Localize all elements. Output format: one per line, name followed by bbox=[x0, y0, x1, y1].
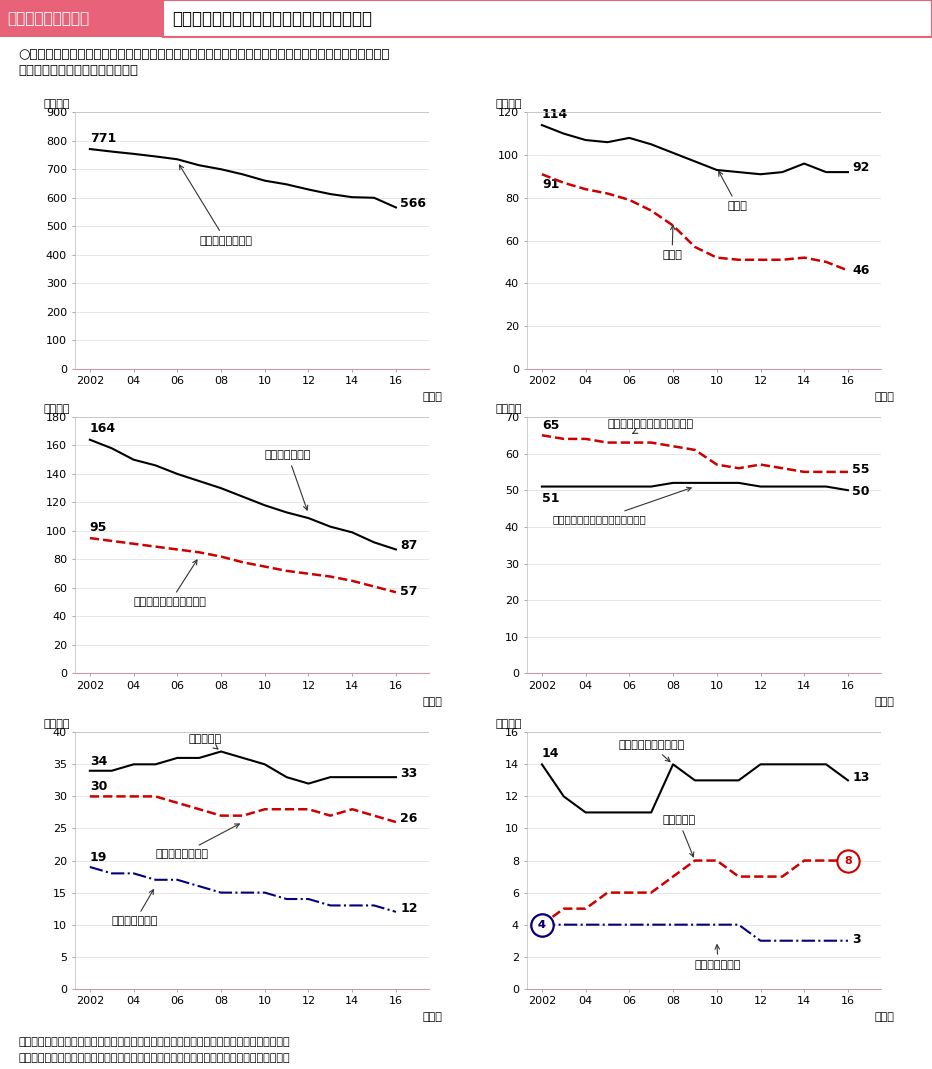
Text: 不動産業、物品賃貸業: 不動産業、物品賃貸業 bbox=[619, 740, 685, 761]
Text: 信業だけは増加してきている。: 信業だけは増加してきている。 bbox=[19, 64, 139, 77]
Text: （万人）: （万人） bbox=[44, 99, 70, 109]
Text: 資料出所　総務省統計局「労働力調査」をもとに厚生労働省労働政策担当参事官室にて作成: 資料出所 総務省統計局「労働力調査」をもとに厚生労働省労働政策担当参事官室にて作… bbox=[19, 1037, 290, 1047]
Bar bbox=[527, 112, 881, 369]
Text: （年）: （年） bbox=[874, 697, 894, 707]
Text: （年）: （年） bbox=[422, 697, 442, 707]
Bar bbox=[75, 112, 429, 369]
Text: 建設業: 建設業 bbox=[719, 171, 747, 212]
Text: （万人）: （万人） bbox=[44, 719, 70, 729]
Text: 51: 51 bbox=[541, 492, 559, 505]
Bar bbox=[75, 417, 429, 673]
Text: 卸売業、小売業: 卸売業、小売業 bbox=[265, 450, 311, 510]
Text: 771: 771 bbox=[89, 131, 116, 144]
Text: 46: 46 bbox=[853, 264, 870, 277]
Text: （万人）: （万人） bbox=[496, 719, 522, 729]
Text: 医療、福祉: 医療、福祉 bbox=[188, 733, 222, 749]
Text: 57: 57 bbox=[401, 585, 418, 598]
Text: 産業別雇用によらない働き方をする方の推移: 産業別雇用によらない働き方をする方の推移 bbox=[172, 10, 373, 28]
Text: 19: 19 bbox=[89, 851, 107, 864]
Text: （万人）: （万人） bbox=[496, 404, 522, 414]
Text: 87: 87 bbox=[401, 540, 418, 553]
Text: 65: 65 bbox=[541, 419, 559, 432]
Text: 宿泊業、飲食サービス業: 宿泊業、飲食サービス業 bbox=[133, 560, 207, 607]
Text: 教育、学習支援業: 教育、学習支援業 bbox=[156, 824, 240, 859]
Text: 製造業: 製造業 bbox=[662, 226, 682, 261]
Text: 第３－（３）－６図: 第３－（３）－６図 bbox=[7, 11, 89, 27]
Text: 164: 164 bbox=[89, 422, 116, 435]
Text: 34: 34 bbox=[89, 755, 107, 768]
Text: 4: 4 bbox=[538, 919, 546, 930]
Text: 92: 92 bbox=[853, 161, 870, 174]
Bar bbox=[75, 732, 429, 989]
Text: （注）　雇用によらない働き方をする者の人数＝就業者数－雇用者数（非農林業）とした。: （注） 雇用によらない働き方をする者の人数＝就業者数－雇用者数（非農林業）とした… bbox=[19, 1053, 290, 1063]
Bar bbox=[527, 732, 881, 989]
Text: 30: 30 bbox=[89, 780, 107, 793]
Bar bbox=[527, 417, 881, 673]
Text: 14: 14 bbox=[541, 746, 559, 759]
Text: 非農林業（総数）: 非農林業（総数） bbox=[179, 165, 253, 246]
Text: ○　雇用によらない働き方をする方は減少しており、産業別で減少か横ばいで推移している中、情報通: ○ 雇用によらない働き方をする方は減少しており、産業別で減少か横ばいで推移してい… bbox=[19, 48, 391, 61]
Text: 91: 91 bbox=[541, 179, 559, 191]
Text: 33: 33 bbox=[401, 768, 418, 780]
Text: 13: 13 bbox=[853, 771, 870, 784]
Text: （万人）: （万人） bbox=[496, 99, 522, 109]
Text: 95: 95 bbox=[89, 521, 107, 533]
Text: 3: 3 bbox=[853, 932, 861, 945]
Text: 4: 4 bbox=[538, 919, 546, 930]
Text: 8: 8 bbox=[844, 855, 852, 866]
Text: 学術研究、専門・技術サービス業: 学術研究、専門・技術サービス業 bbox=[553, 487, 692, 525]
Text: 50: 50 bbox=[853, 484, 870, 497]
Text: 55: 55 bbox=[853, 463, 870, 476]
Text: 114: 114 bbox=[541, 108, 569, 121]
Text: 生活関連サービス業、娯楽業: 生活関連サービス業、娯楽業 bbox=[608, 419, 693, 434]
Text: （年）: （年） bbox=[422, 392, 442, 402]
Text: 26: 26 bbox=[401, 812, 418, 825]
Text: （万人）: （万人） bbox=[44, 404, 70, 414]
Text: （年）: （年） bbox=[422, 1012, 442, 1022]
Text: 金融業、保険業: 金融業、保険業 bbox=[695, 945, 741, 970]
Text: 566: 566 bbox=[401, 198, 426, 211]
Text: （年）: （年） bbox=[874, 1012, 894, 1022]
Text: （年）: （年） bbox=[874, 392, 894, 402]
Text: 12: 12 bbox=[401, 902, 418, 915]
Text: 情報通信業: 情報通信業 bbox=[662, 816, 695, 857]
Text: 運輸業、郵便業: 運輸業、郵便業 bbox=[112, 889, 158, 927]
